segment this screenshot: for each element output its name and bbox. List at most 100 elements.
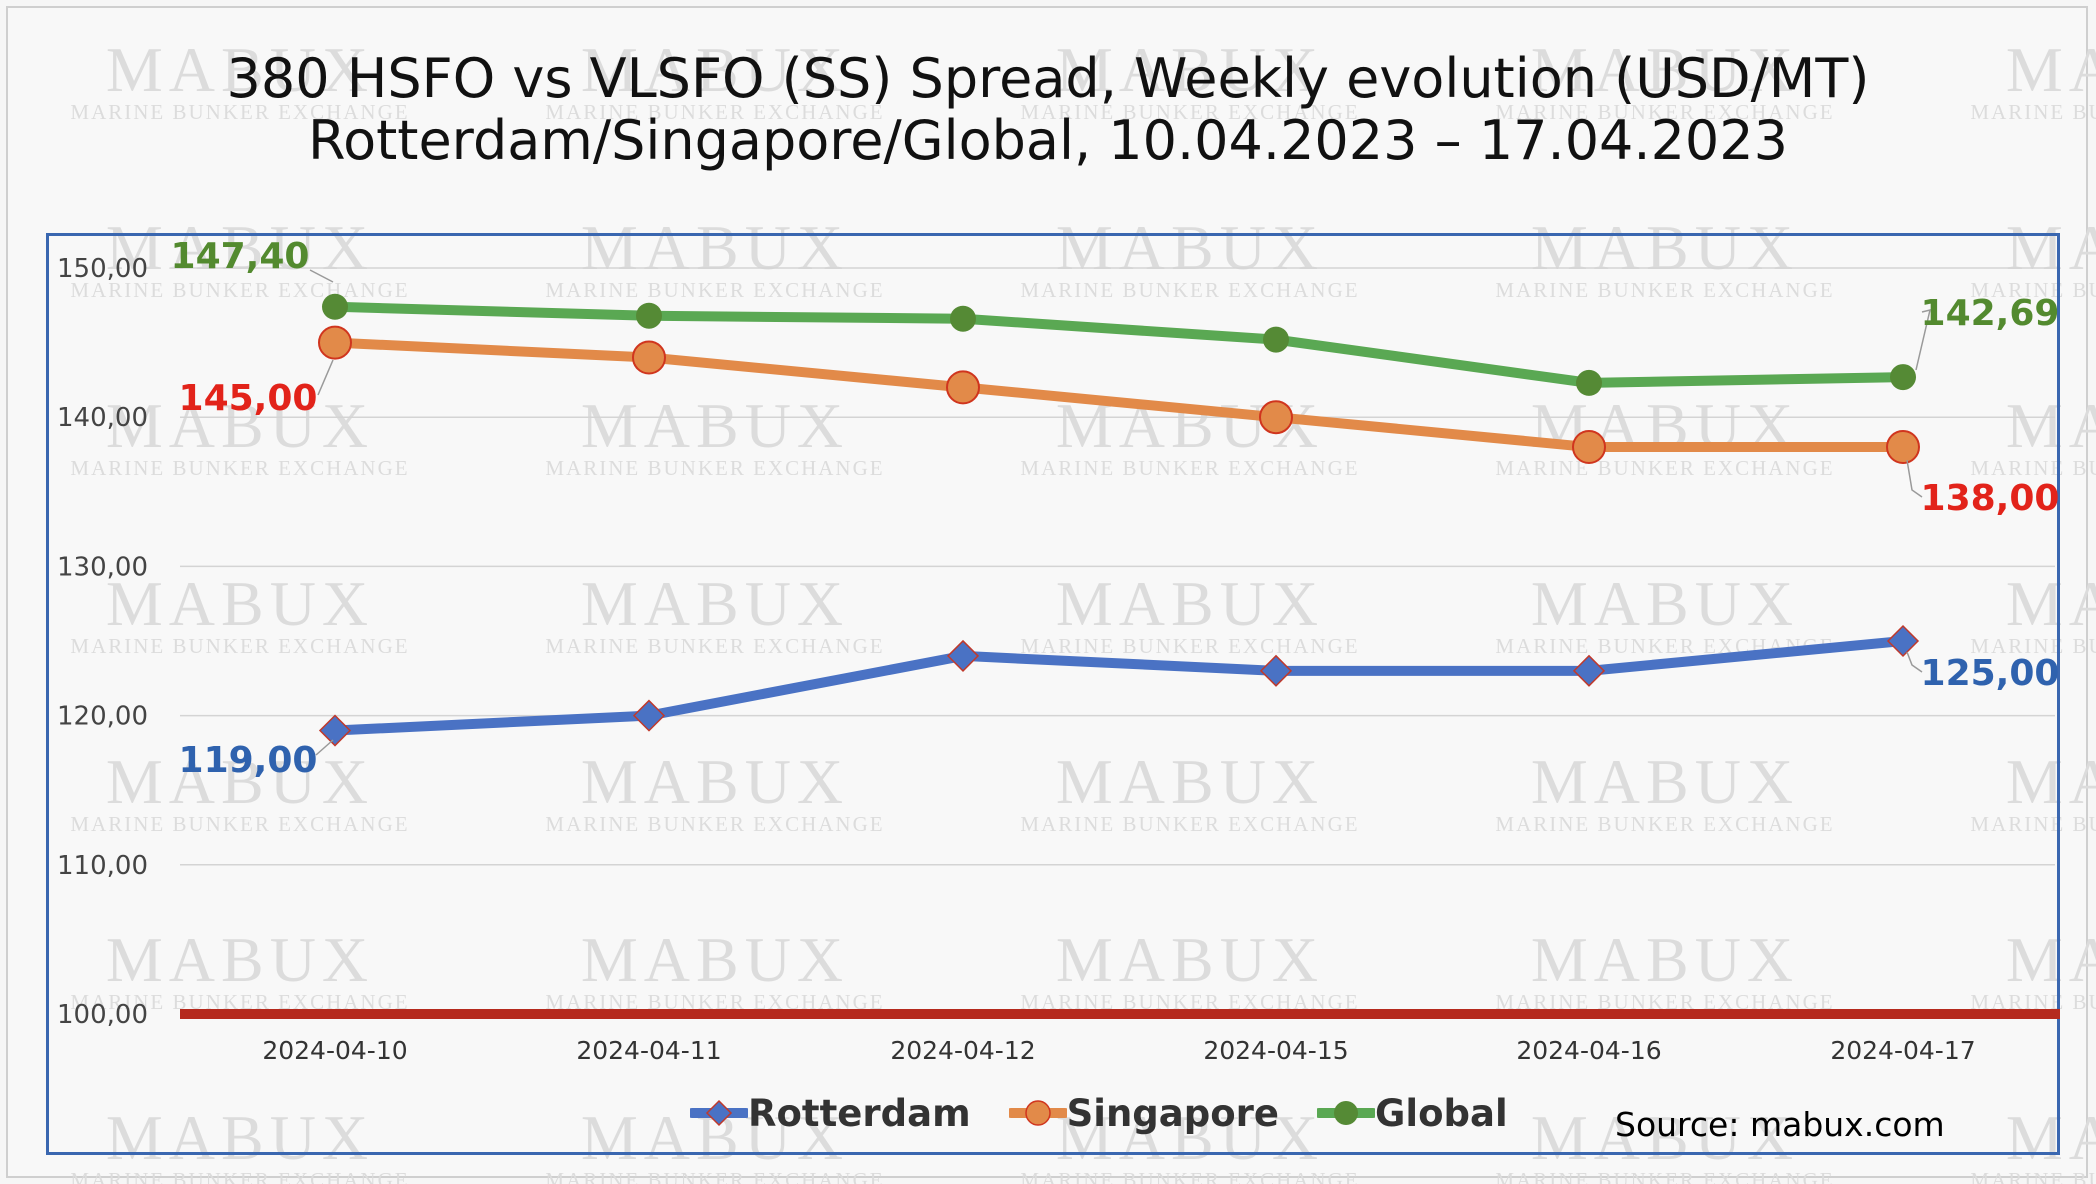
data-label-leader	[315, 739, 334, 756]
watermark-subtitle: MARINE BUNKER EXCHANGE	[70, 278, 410, 302]
data-point-global	[1576, 369, 1602, 396]
source-note: Source: mabux.com	[1615, 1105, 1945, 1144]
data-point-global	[1890, 364, 1916, 391]
data-point-global	[1263, 326, 1289, 353]
data-label-leader	[317, 359, 334, 396]
watermark-brand: MABUX	[1055, 568, 1325, 639]
chart-title: 380 HSFO vs VLSFO (SS) Spread, Weekly ev…	[0, 48, 2096, 172]
watermark-brand: MABUX	[1530, 34, 1800, 105]
watermark-subtitle: MARINE BUNKER EXCHANGE	[1495, 812, 1835, 836]
chart-title-line-1: 380 HSFO vs VLSFO (SS) Spread, Weekly ev…	[226, 47, 1870, 110]
watermark-subtitle: MARINE BUNKER EXCHANGE	[1495, 100, 1835, 124]
x-tick-label: 2024-04-15	[1203, 1036, 1348, 1065]
watermark-subtitle: MARINE BUNKER EXCHANGE	[1495, 1168, 1835, 1184]
watermark-subtitle: MARINE BUNKER EXCHANGE	[545, 100, 885, 124]
data-label-singapore: 138,00	[1921, 478, 2060, 519]
watermark-subtitle: MARINE BUNKER EXCHANGE	[545, 634, 885, 658]
legend-item-rotterdam: Rotterdam	[690, 1092, 971, 1135]
data-label-rotterdam: 119,00	[179, 740, 318, 781]
watermark-brand: MABUX	[1530, 924, 1800, 995]
x-tick-label: 2024-04-17	[1830, 1036, 1975, 1065]
data-point-singapore	[946, 370, 980, 405]
watermark-brand: MABUX	[1055, 212, 1325, 283]
watermark-brand: MABUX	[1055, 1102, 1325, 1173]
x-tick-label: 2024-04-11	[576, 1036, 721, 1065]
x-tick-label: 2024-04-12	[890, 1036, 1035, 1065]
data-point-rotterdam	[1572, 654, 1606, 687]
watermark-brand: MABUX	[105, 746, 375, 817]
watermark-brand: MABUX	[580, 924, 850, 995]
watermark-brand: MABUX	[2005, 746, 2096, 817]
watermark-subtitle: MARINE BUNKER EXCHANGE	[70, 456, 410, 480]
watermark-brand: MABUX	[1055, 746, 1325, 817]
watermark-brand: MABUX	[2005, 1102, 2096, 1173]
watermark-subtitle: MARINE BUNKER EXCHANGE	[1020, 634, 1360, 658]
data-point-global	[322, 293, 348, 320]
y-tick-label: 150,00	[57, 254, 148, 284]
plot-area-border	[46, 233, 2060, 1155]
watermark-subtitle: MARINE BUNKER EXCHANGE	[1970, 278, 2096, 302]
watermark-brand: MABUX	[2005, 924, 2096, 995]
data-label-rotterdam: 125,00	[1921, 653, 2060, 694]
y-tick-label: 110,00	[57, 851, 148, 881]
watermark-brand: MABUX	[105, 34, 375, 105]
data-point-rotterdam	[1259, 654, 1293, 687]
series-line-singapore	[330, 337, 1908, 453]
legend-marker-global	[1317, 1101, 1376, 1125]
watermark-brand: MABUX	[1530, 212, 1800, 283]
watermark-subtitle: MARINE BUNKER EXCHANGE	[1970, 634, 2096, 658]
data-point-rotterdam	[318, 714, 352, 747]
watermark-brand: MABUX	[580, 390, 850, 461]
data-point-rotterdam	[1886, 624, 1920, 658]
watermark-brand: MABUX	[2005, 390, 2096, 461]
legend-marker-rotterdam	[690, 1099, 748, 1127]
watermark-brand: MABUX	[105, 924, 375, 995]
watermark-subtitle: MARINE BUNKER EXCHANGE	[70, 1168, 410, 1184]
watermark-subtitle: MARINE BUNKER EXCHANGE	[1020, 100, 1360, 124]
watermark-subtitle: MARINE BUNKER EXCHANGE	[70, 634, 410, 658]
data-label-leader	[1906, 459, 1923, 498]
watermark-subtitle: MARINE BUNKER EXCHANGE	[545, 456, 885, 480]
legend-item-singapore: Singapore	[1008, 1091, 1280, 1135]
legend-label-global: Global	[1375, 1091, 1508, 1135]
watermark-subtitle: MARINE BUNKER EXCHANGE	[1020, 812, 1360, 836]
watermark-subtitle: MARINE BUNKER EXCHANGE	[1020, 1168, 1360, 1184]
y-tick-label: 130,00	[57, 552, 148, 582]
data-point-rotterdam	[632, 699, 666, 732]
data-label-leader	[1906, 651, 1923, 673]
watermark-subtitle: MARINE BUNKER EXCHANGE	[1970, 812, 2096, 836]
watermark-subtitle: MARINE BUNKER EXCHANGE	[70, 100, 410, 124]
chart-frame	[6, 6, 2088, 1178]
watermark-brand: MABUX	[1530, 1102, 1800, 1173]
chart-title-line-2: Rotterdam/Singapore/Global, 10.04.2023 –…	[307, 109, 1789, 172]
watermark-brand: MABUX	[105, 390, 375, 461]
watermark-brand: MABUX	[105, 212, 375, 283]
legend-label-singapore: Singapore	[1066, 1091, 1280, 1135]
data-point-singapore	[1886, 430, 1920, 465]
data-point-singapore	[632, 340, 666, 375]
watermark-brand: MABUX	[2005, 212, 2096, 283]
watermark-brand: MABUX	[105, 568, 375, 639]
data-point-singapore	[1259, 400, 1293, 435]
legend-marker-singapore	[1008, 1100, 1067, 1126]
y-tick-label: 140,00	[57, 403, 148, 433]
watermark-brand: MABUX	[580, 568, 850, 639]
